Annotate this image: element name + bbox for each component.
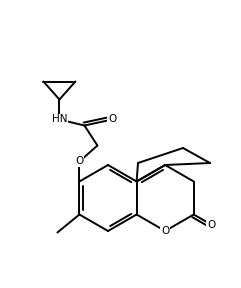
Text: O: O	[108, 115, 117, 124]
Text: HN: HN	[52, 115, 67, 124]
Text: O: O	[207, 219, 215, 230]
Text: O: O	[75, 156, 84, 166]
Text: O: O	[161, 226, 169, 236]
